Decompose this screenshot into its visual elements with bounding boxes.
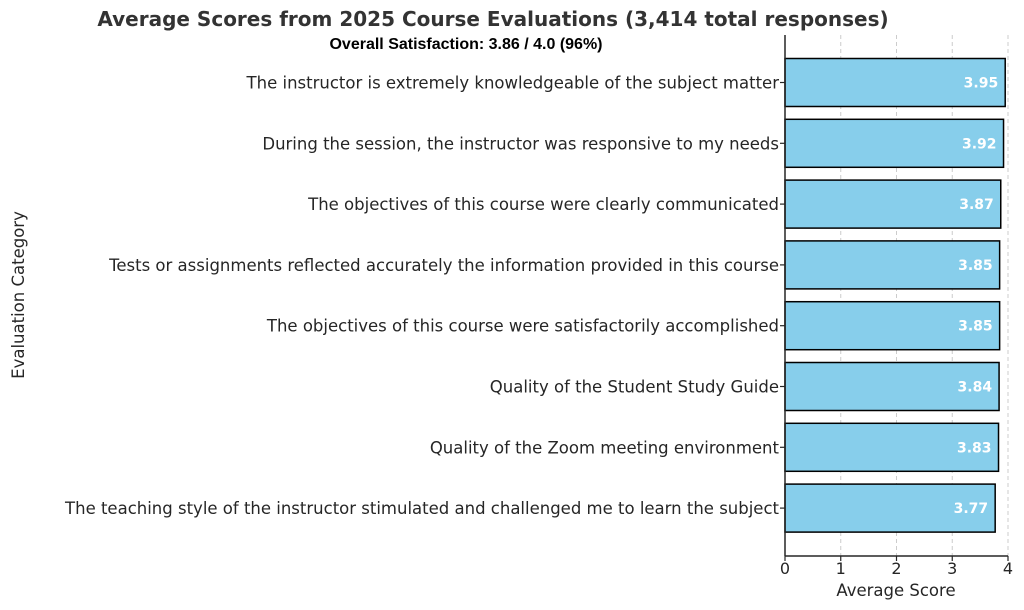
chart-subtitle: Overall Satisfaction: 3.86 / 4.0 (96%) [329, 36, 602, 53]
x-tick-label: 0 [780, 559, 790, 578]
x-tick-label: 3 [947, 559, 957, 578]
category-label: Quality of the Student Study Guide [490, 378, 779, 397]
category-label: The objectives of this course were satis… [266, 317, 779, 336]
category-label: The instructor is extremely knowledgeabl… [246, 74, 780, 93]
bar [784, 422, 1000, 473]
bar [784, 179, 1002, 229]
bar [784, 118, 1005, 169]
x-tick-label: 2 [891, 559, 901, 578]
value-label: 3.85 [958, 319, 993, 335]
category-label: Tests or assignments reflected accuratel… [108, 256, 779, 275]
bar [784, 483, 996, 533]
value-label: 3.95 [964, 76, 999, 92]
x-tick-label: 1 [836, 559, 846, 578]
value-label: 3.85 [958, 258, 993, 274]
x-tick-label: 4 [1003, 559, 1013, 578]
y-axis-title: Evaluation Category [9, 211, 28, 379]
labels-layer: 0 1 2 3 4 The instructor is extremely knowled… [64, 74, 1013, 579]
bar [784, 57, 1006, 108]
value-label: 3.92 [962, 136, 997, 152]
value-label: 3.77 [954, 501, 989, 517]
bars-layer [784, 57, 1006, 533]
value-label: 3.83 [957, 440, 992, 456]
chart-title: Average Scores from 2025 Course Evaluati… [97, 7, 888, 31]
x-axis-title: Average Score [836, 581, 955, 600]
category-label: Quality of the Zoom meeting environment [430, 438, 780, 457]
category-label: During the session, the instructor was r… [262, 134, 779, 153]
category-label: The teaching style of the instructor sti… [64, 499, 779, 518]
value-label: 3.87 [959, 197, 994, 213]
category-label: The objectives of this course were clear… [307, 195, 779, 214]
grid-layer [840, 35, 1009, 556]
value-label: 3.84 [958, 380, 993, 396]
